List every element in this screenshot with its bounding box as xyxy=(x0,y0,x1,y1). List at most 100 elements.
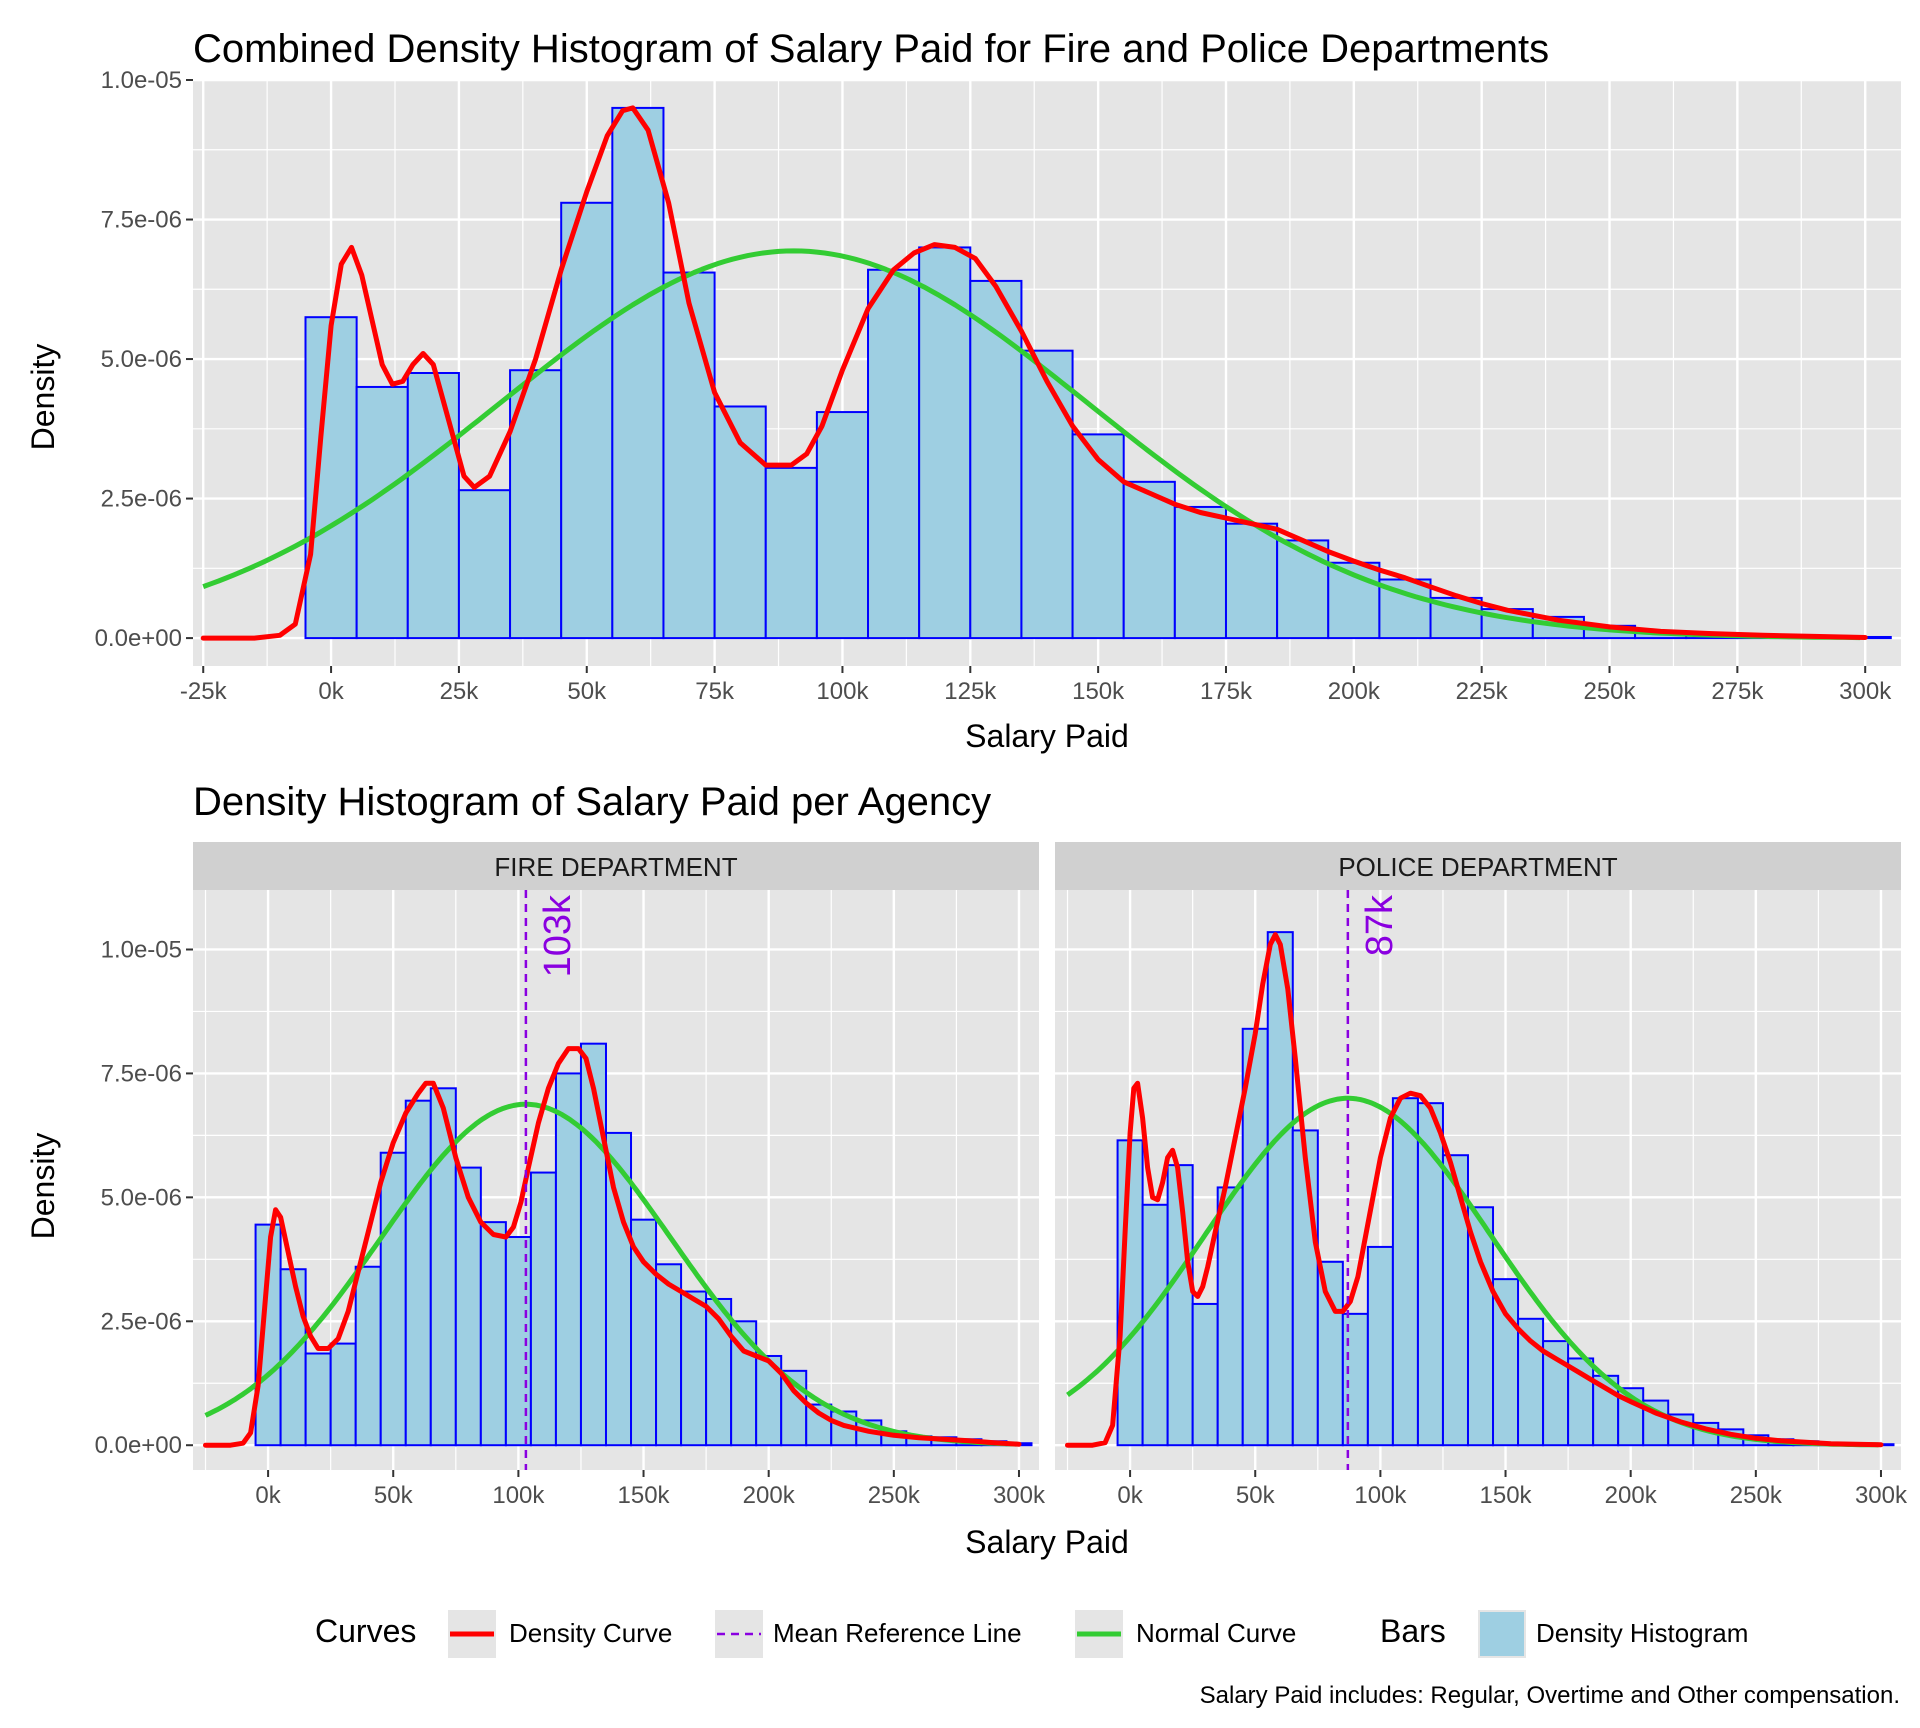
combined-x-tick-label: 50k xyxy=(567,678,607,705)
fire-histogram-bar xyxy=(479,1221,507,1447)
fire-x-tick-label: 250k xyxy=(868,1482,921,1509)
combined-histogram-bar xyxy=(304,316,358,640)
combined-y-axis: 0.0e+00 2.5e-06 5.0e-06 7.5e-06 1.0e-05 xyxy=(95,67,193,652)
police-histogram-bar xyxy=(1341,1312,1369,1447)
combined-x-tick-label: 25k xyxy=(440,678,480,705)
combined-chart: Combined Density Histogram of Salary Pai… xyxy=(25,27,1901,754)
combined-histogram-bar xyxy=(1224,522,1279,640)
fire-histogram-bar xyxy=(404,1099,432,1447)
combined-x-tick-label: 275k xyxy=(1711,678,1764,705)
fire-x-tick-label: 150k xyxy=(618,1482,671,1509)
per-agency-y-tick-label: 5.0e-06 xyxy=(101,1184,182,1211)
fire-x-tick-label: 0k xyxy=(255,1482,281,1509)
police-histogram-bar xyxy=(1391,1097,1419,1447)
fire-histogram-bar xyxy=(354,1265,382,1447)
police-x-tick-label: 100k xyxy=(1354,1482,1407,1509)
per-agency-chart-title: Density Histogram of Salary Paid per Age… xyxy=(193,780,991,824)
fire-histogram-bar xyxy=(304,1352,332,1447)
combined-y-tick-label: 0.0e+00 xyxy=(95,625,182,652)
police-density-curve xyxy=(1065,932,1884,1448)
fire-histogram-bar xyxy=(379,1151,407,1447)
fire-x-tick-label: 50k xyxy=(374,1482,414,1509)
combined-x-tick-label: 100k xyxy=(816,678,869,705)
per-agency-y-tick-label: 0.0e+00 xyxy=(95,1432,182,1459)
police-strip-label: POLICE DEPARTMENT xyxy=(1338,852,1617,882)
combined-x-axis: -25k 0k 25k 50k 75k 100k 125k 150k 175k 200k 225k 2… xyxy=(180,666,1892,705)
fire-x-axis: 0k 50k 100k 150k 200k 250k 300k xyxy=(255,1470,1046,1509)
police-x-tick-label: 200k xyxy=(1605,1482,1658,1509)
fire-histogram-bar xyxy=(630,1218,658,1447)
per-agency-y-tick-label: 2.5e-06 xyxy=(101,1308,182,1335)
combined-chart-title: Combined Density Histogram of Salary Pai… xyxy=(193,27,1549,71)
legend-mean-line-label: Mean Reference Line xyxy=(773,1618,1022,1648)
combined-histogram-bar xyxy=(1122,480,1176,640)
police-x-axis: 0k 50k 100k 150k 200k 250k 300k xyxy=(1117,1470,1908,1509)
police-histogram-bar xyxy=(1216,1186,1244,1447)
fire-histogram-bar xyxy=(504,1236,532,1447)
legend-histogram-label: Density Histogram xyxy=(1536,1618,1748,1648)
police-x-tick-label: 150k xyxy=(1480,1482,1533,1509)
combined-y-tick-label: 7.5e-06 xyxy=(101,207,182,234)
combined-histogram-bar xyxy=(560,201,614,640)
combined-x-tick-label: 225k xyxy=(1456,678,1509,705)
fire-histogram-bar xyxy=(655,1263,683,1447)
per-agency-x-axis-title: Salary Paid xyxy=(965,1524,1129,1560)
combined-x-tick-label: 300k xyxy=(1839,678,1892,705)
per-agency-y-axis: 0.0e+00 2.5e-06 5.0e-06 7.5e-06 1.0e-05 xyxy=(95,936,193,1459)
police-histogram-bar xyxy=(1366,1245,1394,1447)
legend-density-curve-label: Density Curve xyxy=(509,1618,672,1648)
combined-y-axis-title: Density xyxy=(25,344,61,451)
fire-histogram-bar xyxy=(554,1072,582,1447)
combined-histogram-bar xyxy=(406,372,460,640)
combined-histogram-bar xyxy=(611,106,665,640)
police-histogram-bar xyxy=(1316,1260,1344,1447)
combined-y-tick-label: 2.5e-06 xyxy=(101,486,182,513)
combined-x-tick-label: 175k xyxy=(1200,678,1253,705)
police-mean-label: 87k xyxy=(1359,894,1401,956)
per-agency-y-tick-label: 1.0e-05 xyxy=(101,936,182,963)
combined-histogram-bar xyxy=(1276,539,1330,640)
combined-histogram-bar xyxy=(662,271,716,640)
combined-histogram-bar xyxy=(457,489,512,640)
police-x-tick-label: 50k xyxy=(1236,1482,1276,1509)
police-x-tick-label: 250k xyxy=(1730,1482,1783,1509)
fire-density-curve xyxy=(203,1046,1022,1448)
per-agency-y-tick-label: 7.5e-06 xyxy=(101,1060,182,1087)
caption: Salary Paid includes: Regular, Overtime … xyxy=(1200,1682,1900,1709)
fire-strip xyxy=(193,842,1039,890)
police-x-tick-label: 0k xyxy=(1117,1482,1143,1509)
combined-density-curve xyxy=(200,105,1868,641)
combined-y-tick-label: 1.0e-05 xyxy=(101,67,182,94)
police-histogram-bar xyxy=(1492,1278,1520,1447)
combined-plot-panel xyxy=(193,78,1901,666)
legend: Curves Density Curve Mean Reference Line… xyxy=(315,1610,1748,1658)
combined-histogram-bar xyxy=(1020,349,1074,640)
fire-x-tick-label: 300k xyxy=(993,1482,1046,1509)
per-agency-chart: Density Histogram of Salary Paid per Age… xyxy=(25,780,1908,1560)
police-histogram-bar xyxy=(1141,1203,1169,1447)
legend-curves-title: Curves xyxy=(315,1613,416,1649)
fire-histogram-bar xyxy=(579,1042,607,1447)
combined-histogram-bar xyxy=(918,246,972,640)
fire-strip-label: FIRE DEPARTMENT xyxy=(494,852,737,882)
police-strip xyxy=(1055,842,1901,890)
combined-normal-curve xyxy=(202,248,1861,641)
legend-histogram-swatch xyxy=(1480,1612,1524,1656)
police-histogram-bar xyxy=(1466,1206,1495,1447)
combined-x-tick-label: 75k xyxy=(695,678,735,705)
fire-histogram-bar xyxy=(680,1290,708,1447)
combined-x-tick-label: 0k xyxy=(318,678,344,705)
police-x-tick-label: 300k xyxy=(1855,1482,1908,1509)
combined-x-tick-label: 250k xyxy=(1583,678,1636,705)
fire-histogram-bar xyxy=(529,1171,557,1447)
combined-histogram-bar xyxy=(867,268,921,640)
fire-histogram-bar xyxy=(329,1342,357,1447)
fire-x-tick-label: 200k xyxy=(743,1482,796,1509)
combined-y-tick-label: 5.0e-06 xyxy=(101,346,182,373)
combined-histogram-bar xyxy=(1173,505,1227,640)
police-plot-panel: 87k xyxy=(1055,890,1901,1470)
combined-x-tick-label: 200k xyxy=(1328,678,1381,705)
combined-histogram-bar xyxy=(969,279,1023,640)
fire-histogram-bar xyxy=(604,1131,633,1447)
